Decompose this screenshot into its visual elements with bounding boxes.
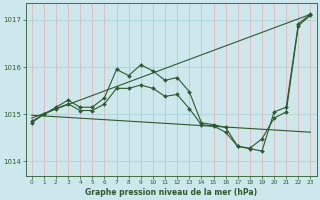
- X-axis label: Graphe pression niveau de la mer (hPa): Graphe pression niveau de la mer (hPa): [85, 188, 257, 197]
